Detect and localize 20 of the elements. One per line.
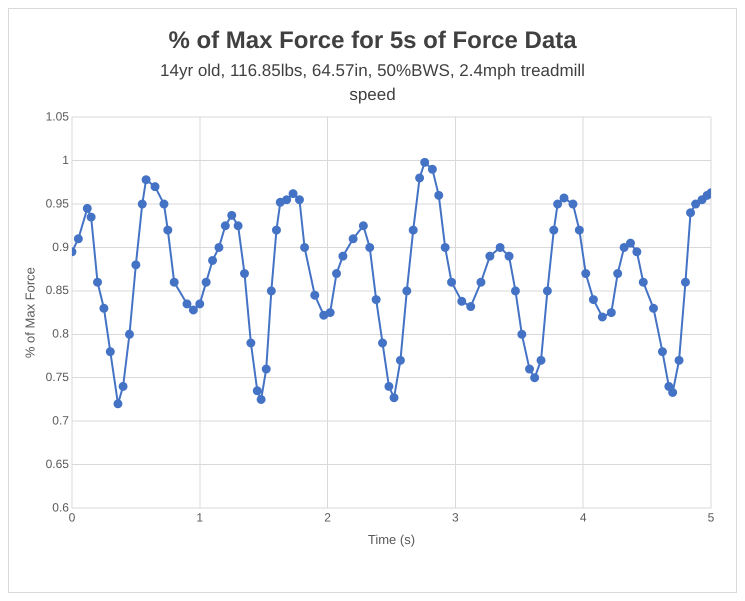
x-tick-label: 0 — [68, 510, 76, 525]
x-tick-label: 1 — [196, 510, 204, 525]
chart-title: % of Max Force for 5s of Force Data — [167, 27, 578, 55]
x-tick-label: 5 — [708, 510, 715, 525]
y-tick-label: 0.75 — [46, 370, 70, 384]
y-tick-label: 0.85 — [46, 283, 70, 298]
x-axis-title: Time (s) — [368, 532, 416, 547]
y-axis-title: % of Max Force — [22, 267, 38, 358]
y-tick-label: 0.95 — [46, 196, 70, 210]
x-tick-label: 4 — [580, 510, 587, 525]
x-tick-label: 3 — [452, 510, 460, 525]
y-tick-label: 0.7 — [52, 413, 70, 428]
y-tick-label: 1 — [62, 152, 70, 167]
y-tick-label: 0.9 — [52, 240, 70, 254]
y-tick-label: 0.6 — [52, 500, 70, 514]
chart-subtitle: 14yr old, 116.85lbs, 64.57in, 50%BWS, 2.4mph treadmill speed — [159, 60, 586, 106]
y-tick-label: 0.8 — [52, 326, 70, 341]
y-tick-label: 1.05 — [46, 110, 70, 124]
x-tick-label: 2 — [324, 510, 332, 525]
y-tick-label: 0.65 — [46, 456, 70, 471]
